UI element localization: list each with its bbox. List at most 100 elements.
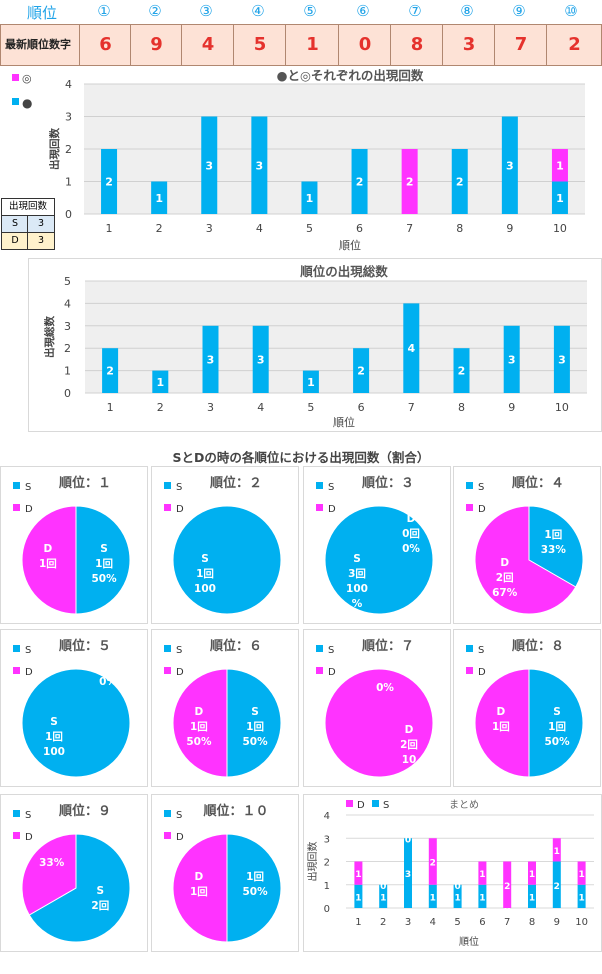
y-tick-label: 2: [65, 143, 72, 156]
legend-d-label: D: [328, 667, 336, 678]
legend-d-label: D: [176, 504, 184, 515]
bar-total-label: 3: [508, 353, 516, 366]
chart1-x-axis-title: 順位: [339, 238, 361, 252]
bar-s-label: 3: [256, 159, 264, 172]
rank-header-label: 順位: [26, 4, 57, 22]
bar-total-label: 2: [357, 365, 365, 378]
legend-d-swatch: [346, 800, 353, 807]
legend-s-label: S: [328, 645, 334, 656]
pie-title: 順位：４: [512, 475, 564, 491]
legend-s-label: S: [383, 800, 389, 811]
chart2-x-axis-title: 順位: [333, 415, 355, 429]
pie-label-s: S: [97, 885, 105, 897]
pie-label-s: 1回: [196, 568, 214, 580]
bar-total: [102, 348, 119, 393]
bar-d-label: 0: [405, 835, 411, 845]
chart2-y-axis-title: 出現総数: [43, 316, 56, 358]
pie-title: 順位：３: [362, 475, 414, 491]
x-tick-label: 8: [529, 917, 535, 928]
legend-s-swatch: [164, 482, 171, 489]
y-tick-label: 4: [324, 811, 330, 822]
x-tick-label: 2: [380, 917, 386, 928]
pie-label-d: D: [195, 871, 204, 883]
y-tick-label: 3: [65, 111, 72, 124]
digit-cell-6: 0: [338, 25, 391, 65]
chart1-title: ●と◎それぞれの出現回数: [277, 68, 424, 83]
latest-digits-row: 最新順位数字 6 9 4 5 1 0 8 3 7 2: [0, 24, 602, 66]
pie-label-d: D: [195, 706, 204, 718]
x-tick-label: 10: [553, 222, 567, 235]
legend-d-label: D: [478, 504, 486, 515]
bar-total: [503, 325, 520, 393]
pie-label-s: S: [50, 716, 58, 728]
pie-label-s: 100: [43, 746, 65, 758]
bar-total: [252, 325, 269, 393]
pie-label-d: 0%: [402, 543, 420, 555]
x-tick-label: 1: [355, 917, 361, 928]
bar-s: [478, 884, 487, 908]
legend-d-swatch: [316, 504, 323, 511]
bar-s-label: 1: [306, 192, 314, 205]
legend-s-swatch: [466, 482, 473, 489]
pie-label-s: 50%: [243, 736, 269, 748]
pie-label-s: S: [553, 706, 561, 718]
pie-panel: S D 順位：１０ 1回 50% D 1回: [151, 794, 299, 952]
bar-s: [151, 181, 168, 214]
pie-label-s: S: [353, 553, 361, 565]
x-tick-label: 5: [306, 222, 313, 235]
digit-cell-4: 5: [233, 25, 286, 65]
pie-slice-d: [21, 505, 77, 615]
pie-title: 順位：１: [59, 475, 111, 491]
pie-label-s: 2回: [91, 900, 109, 912]
bar-s-label: 2: [456, 176, 464, 189]
y-tick-label: 4: [65, 78, 72, 91]
pie-title: 順位：１０: [203, 803, 268, 819]
legend-d-label: ◎: [22, 72, 32, 85]
position-header-1: ①: [97, 2, 111, 20]
bar-s-label: 0: [504, 905, 510, 915]
bar-s: [453, 884, 462, 908]
legend-s-swatch: [164, 810, 171, 817]
legend-d-label: D: [25, 832, 33, 843]
bar-total: [152, 370, 169, 393]
legend-s-swatch: [316, 645, 323, 652]
bar-s: [577, 884, 586, 908]
bar-total: [403, 303, 420, 393]
legend-d-swatch: [466, 667, 473, 674]
pie-label-d: 1回: [492, 721, 510, 733]
bar-s-label: 1: [380, 893, 386, 903]
pie-slice-s: [528, 668, 584, 778]
summary-title: まとめ: [449, 799, 479, 811]
x-tick-label: 3: [207, 401, 214, 414]
legend-d-swatch: [12, 74, 19, 81]
y-tick-label: 1: [324, 881, 330, 892]
count-table-s-value: 3: [27, 215, 55, 233]
pie-label-s: 100: [346, 583, 368, 595]
pie-label-d: 0回: [402, 528, 420, 540]
x-tick-label: 4: [257, 401, 264, 414]
position-header-4: ④: [251, 2, 265, 20]
bar-d-label: 2: [504, 882, 510, 892]
pie-label-s: 100: [194, 583, 216, 595]
x-tick-label: 9: [554, 917, 560, 928]
legend-d-label: D: [357, 800, 365, 811]
position-header-7: ⑦: [408, 2, 422, 20]
legend-s-label: S: [25, 482, 31, 493]
pie-label-s: 1回: [548, 721, 566, 733]
y-tick-label: 3: [64, 320, 71, 333]
bar-s-label: 1: [430, 893, 436, 903]
bar-d: [528, 861, 536, 885]
pie-panel: S D 順位：７ 0% D 2回 10: [303, 629, 451, 787]
bar-s-label: 1: [529, 893, 535, 903]
count-table: 出現回数 S 3 D 3: [1, 198, 55, 250]
legend-s-swatch: [12, 98, 19, 105]
bar-s-label: 1: [578, 893, 584, 903]
pie-label-d: 33%: [39, 857, 65, 869]
latest-digits-label: 最新順位数字: [5, 38, 71, 51]
legend-d-swatch: [13, 667, 20, 674]
